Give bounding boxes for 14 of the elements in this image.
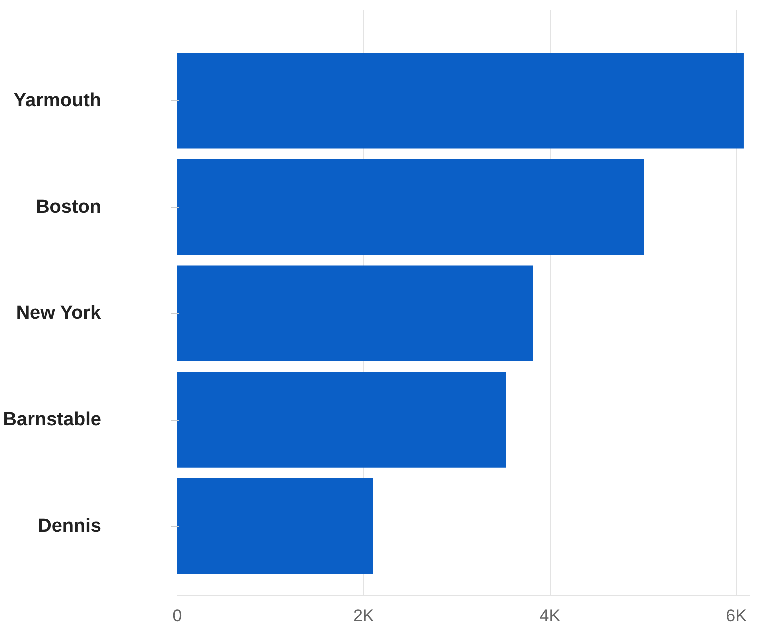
- bar: [178, 372, 506, 468]
- x-tick-label: 4K: [540, 606, 562, 626]
- y-tick-label: Barnstable: [3, 410, 102, 430]
- y-tick-label: Yarmouth: [14, 90, 102, 112]
- x-tick-label: 0: [172, 606, 182, 626]
- bar: [178, 266, 534, 362]
- bar: [178, 478, 374, 574]
- x-tick-label: 6K: [726, 606, 748, 626]
- x-tick-label: 2K: [353, 606, 375, 626]
- y-tick-label: Dennis: [38, 516, 102, 537]
- bar: [178, 159, 644, 256]
- bar: [178, 53, 744, 149]
- y-tick-label: Boston: [36, 196, 102, 218]
- y-tick-label: New York: [16, 303, 102, 324]
